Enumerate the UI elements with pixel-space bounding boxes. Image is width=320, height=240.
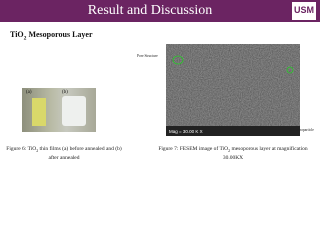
- text: TiO: [10, 30, 24, 39]
- text: thin films (a) before annealed and (b) a…: [38, 146, 122, 162]
- caption: Figure 7: FESEM image of TiO2 mesoporous…: [150, 146, 316, 162]
- film: [62, 96, 86, 126]
- mag-label: Mag = 30.00 K X: [169, 129, 203, 134]
- slide: Result and Discussion USM TiO2 Mesoporou…: [0, 0, 320, 162]
- caption: Figure 6: TiO2 thin films (a) before ann…: [4, 146, 124, 162]
- logo: USM: [292, 2, 316, 20]
- film: [32, 98, 46, 126]
- annotation: TiO2 nanoparticle: [286, 128, 316, 135]
- slide-title: Result and Discussion: [87, 3, 213, 18]
- text: mesoporous layer at magnification 30.00K…: [222, 146, 308, 162]
- highlight: [286, 66, 294, 74]
- label: (b): [62, 90, 68, 95]
- label: (a): [26, 90, 32, 95]
- text: Mesoporous Layer: [26, 30, 93, 39]
- photo: (a) (b): [22, 88, 96, 132]
- sem-texture: [166, 44, 300, 126]
- data-bar: [166, 126, 300, 136]
- text: Figure 6: TiO: [6, 146, 37, 152]
- subscript: 2: [228, 149, 231, 154]
- text: Figure 7: FESEM image of TiO: [158, 146, 229, 152]
- text: TiO: [288, 128, 294, 132]
- text: nanoparticle: [295, 128, 314, 132]
- subscript: 2: [36, 149, 39, 154]
- subscript: 2: [23, 35, 27, 42]
- section-heading: TiO2 Mesoporous Layer: [10, 30, 93, 42]
- highlight: [172, 55, 184, 65]
- sem-image: Mag = 30.00 K X: [166, 44, 300, 136]
- annotation: Pore Structure: [137, 54, 158, 58]
- subscript: 2: [293, 130, 296, 134]
- header-bar: Result and Discussion USM: [0, 0, 320, 22]
